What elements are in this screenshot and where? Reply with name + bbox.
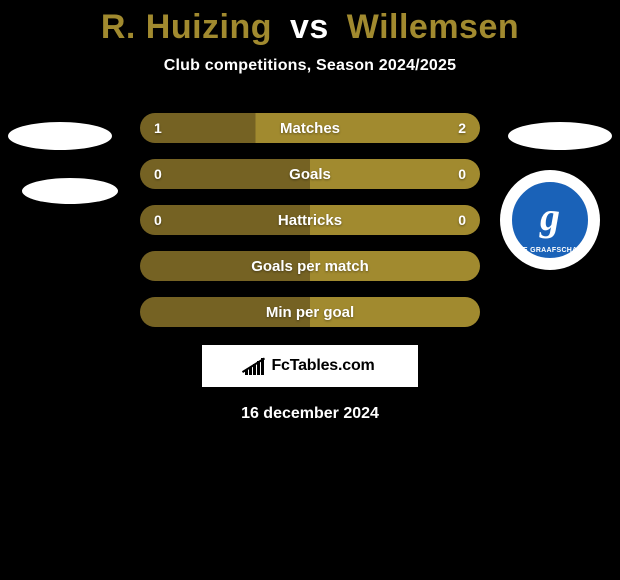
stat-left-value: 0	[154, 212, 162, 228]
date-text: 16 december 2024	[0, 405, 620, 423]
stat-label: Goals per match	[251, 258, 369, 275]
club-badge-inner: g DE GRAAFSCHAP	[509, 179, 591, 261]
stat-bar-goals: 0 Goals 0	[140, 159, 480, 189]
player-left-name: R. Huizing	[101, 8, 272, 46]
player-right-photo-placeholder	[508, 122, 612, 150]
watermark-box: FcTables.com	[202, 345, 418, 387]
stat-right-value: 2	[458, 120, 466, 136]
club-badge-letter: g	[540, 197, 560, 237]
club-badge-name: DE GRAAFSCHAP	[512, 247, 588, 254]
watermark-chart-icon	[245, 357, 267, 375]
player-left-photo-placeholder	[8, 122, 112, 150]
stat-right-value: 0	[458, 166, 466, 182]
comparison-title: R. Huizing vs Willemsen	[0, 0, 620, 47]
player-right-club-badge: g DE GRAAFSCHAP	[500, 170, 600, 270]
watermark-text: FcTables.com	[271, 357, 374, 375]
stat-bar-goals-per-match: Goals per match	[140, 251, 480, 281]
player-right-name: Willemsen	[347, 8, 519, 46]
stat-label: Matches	[280, 120, 340, 137]
player-left-club-placeholder	[22, 178, 118, 204]
stat-label: Goals	[289, 166, 331, 183]
stat-label: Hattricks	[278, 212, 342, 229]
subtitle: Club competitions, Season 2024/2025	[0, 57, 620, 75]
stat-bar-hattricks: 0 Hattricks 0	[140, 205, 480, 235]
stat-bar-matches: 1 Matches 2	[140, 113, 480, 143]
vs-separator: vs	[290, 8, 329, 46]
stat-bar-min-per-goal: Min per goal	[140, 297, 480, 327]
stat-left-value: 1	[154, 120, 162, 136]
stat-label: Min per goal	[266, 304, 354, 321]
stat-right-value: 0	[458, 212, 466, 228]
stat-left-value: 0	[154, 166, 162, 182]
